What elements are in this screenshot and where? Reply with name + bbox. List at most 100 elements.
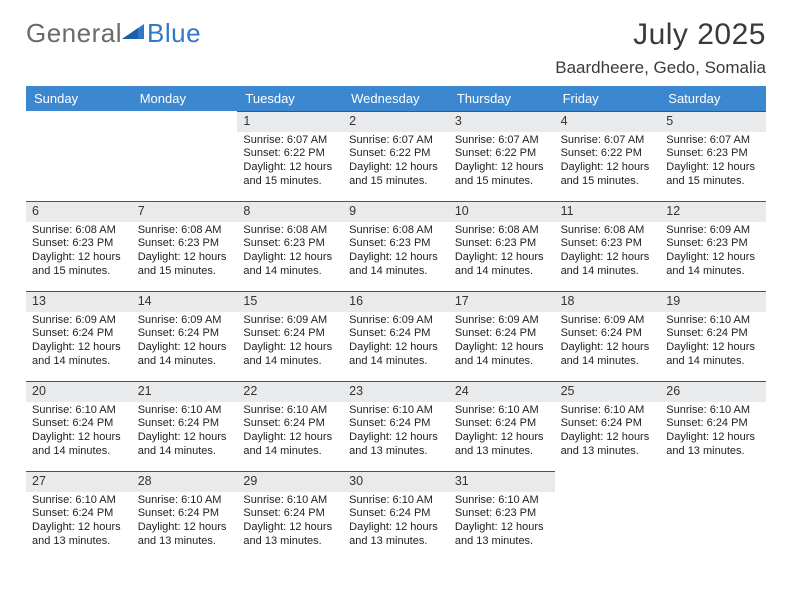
dow-thursday: Thursday [449, 86, 555, 111]
day-number: 24 [449, 382, 555, 402]
dow-friday: Friday [555, 86, 661, 111]
calendar-cell: 2Sunrise: 6:07 AMSunset: 6:22 PMDaylight… [343, 111, 449, 201]
sunset-line: Sunset: 6:23 PM [349, 237, 443, 251]
sunrise-line: Sunrise: 6:10 AM [561, 404, 655, 418]
calendar-cell: 4 Sunrise: 6:07 AMSunset: 6:22 PMDaylight… [555, 111, 661, 201]
calendar-cell: 8Sunrise: 6:08 AMSunset: 6:23 PMDaylight… [237, 201, 343, 291]
day-body: Sunrise: 6:09 AMSunset: 6:23 PMDaylight:… [660, 222, 766, 283]
day-body: Sunrise: 6:10 AMSunset: 6:23 PMDaylight:… [449, 492, 555, 553]
daylight-line: Daylight: 12 hours and 15 minutes. [32, 251, 126, 279]
logo-text-1: General [26, 18, 122, 49]
title-block: July 2025 Baardheere, Gedo, Somalia [555, 18, 766, 78]
dow-wednesday: Wednesday [343, 86, 449, 111]
daylight-line: Daylight: 12 hours and 14 minutes. [32, 431, 126, 459]
day-number: 28 [132, 472, 238, 492]
month-title: July 2025 [555, 18, 766, 52]
daylight-line: Daylight: 12 hours and 14 minutes. [666, 251, 760, 279]
calendar-cell: 1Sunrise: 6:07 AMSunset: 6:22 PMDaylight… [237, 111, 343, 201]
daylight-line: Daylight: 12 hours and 14 minutes. [561, 341, 655, 369]
daylight-line: Daylight: 12 hours and 13 minutes. [138, 521, 232, 549]
daylight-line: Daylight: 12 hours and 13 minutes. [32, 521, 126, 549]
daylight-line: Daylight: 12 hours and 13 minutes. [455, 521, 549, 549]
sunrise-line: Sunrise: 6:09 AM [561, 314, 655, 328]
sunset-line: Sunset: 6:23 PM [455, 237, 549, 251]
daylight-line: Daylight: 12 hours and 14 minutes. [243, 431, 337, 459]
calendar-cell: 10 Sunrise: 6:08 AMSunset: 6:23 PMDayligh… [449, 201, 555, 291]
day-number: 2 [343, 112, 449, 132]
sunrise-line: Sunrise: 6:09 AM [32, 314, 126, 328]
sunset-line: Sunset: 6:23 PM [666, 147, 760, 161]
calendar-cell: 7Sunrise: 6:08 AMSunset: 6:23 PMDaylight… [132, 201, 238, 291]
calendar-cell: 18Sunrise: 6:09 AMSunset: 6:24 PMDayligh… [555, 291, 661, 381]
day-body: Sunrise: 6:10 AMSunset: 6:24 PMDaylight:… [237, 492, 343, 553]
calendar-grid: 1Sunrise: 6:07 AMSunset: 6:22 PMDaylight… [26, 111, 766, 561]
calendar-cell: 26Sunrise: 6:10 AMSunset: 6:24 PMDayligh… [660, 381, 766, 471]
day-body: Sunrise: 6:10 AMSunset: 6:24 PMDaylight:… [26, 492, 132, 553]
day-number: 4 [555, 112, 661, 132]
day-number: 25 [555, 382, 661, 402]
daylight-line: Daylight: 12 hours and 15 minutes. [561, 161, 655, 189]
day-number: 5 [660, 112, 766, 132]
sunrise-line: Sunrise: 6:07 AM [666, 134, 760, 148]
logo: General Blue [26, 18, 201, 49]
sunset-line: Sunset: 6:24 PM [455, 417, 549, 431]
sunrise-line: Sunrise: 6:10 AM [349, 494, 443, 508]
sunset-line: Sunset: 6:22 PM [561, 147, 655, 161]
sunset-line: Sunset: 6:24 PM [243, 327, 337, 341]
day-number: 6 [26, 202, 132, 222]
day-number: 14 [132, 292, 238, 312]
calendar-cell: 14Sunrise: 6:09 AMSunset: 6:24 PMDayligh… [132, 291, 238, 381]
calendar-cell: 27Sunrise: 6:10 AMSunset: 6:24 PMDayligh… [26, 471, 132, 561]
daylight-line: Daylight: 12 hours and 14 minutes. [349, 341, 443, 369]
sunrise-line: Sunrise: 6:08 AM [455, 224, 549, 238]
day-body: Sunrise: 6:09 AMSunset: 6:24 PMDaylight:… [343, 312, 449, 373]
calendar-page: General Blue July 2025 Baardheere, Gedo,… [0, 0, 792, 612]
day-number: 15 [237, 292, 343, 312]
daylight-line: Daylight: 12 hours and 14 minutes. [455, 251, 549, 279]
day-number: 19 [660, 292, 766, 312]
day-number: 18 [555, 292, 661, 312]
sunrise-line: Sunrise: 6:09 AM [138, 314, 232, 328]
day-body: Sunrise: 6:07 AMSunset: 6:22 PMDaylight:… [343, 132, 449, 193]
dow-tuesday: Tuesday [237, 86, 343, 111]
sunrise-line: Sunrise: 6:09 AM [455, 314, 549, 328]
calendar-cell: 6Sunrise: 6:08 AMSunset: 6:23 PMDaylight… [26, 201, 132, 291]
sunrise-line: Sunrise: 6:07 AM [561, 134, 655, 148]
daylight-line: Daylight: 12 hours and 14 minutes. [561, 251, 655, 279]
location: Baardheere, Gedo, Somalia [555, 58, 766, 78]
sunset-line: Sunset: 6:24 PM [32, 417, 126, 431]
calendar-cell: 29Sunrise: 6:10 AMSunset: 6:24 PMDayligh… [237, 471, 343, 561]
sunset-line: Sunset: 6:24 PM [138, 417, 232, 431]
day-number: 23 [343, 382, 449, 402]
calendar-cell: 25Sunrise: 6:10 AMSunset: 6:24 PMDayligh… [555, 381, 661, 471]
day-body: Sunrise: 6:09 AMSunset: 6:24 PMDaylight:… [555, 312, 661, 373]
sunset-line: Sunset: 6:24 PM [138, 507, 232, 521]
day-body: Sunrise: 6:08 AMSunset: 6:23 PMDaylight:… [237, 222, 343, 283]
day-number: 22 [237, 382, 343, 402]
calendar-cell: 12Sunrise: 6:09 AMSunset: 6:23 PMDayligh… [660, 201, 766, 291]
day-number: 10 [449, 202, 555, 222]
sunset-line: Sunset: 6:22 PM [243, 147, 337, 161]
calendar-cell: 15Sunrise: 6:09 AMSunset: 6:24 PMDayligh… [237, 291, 343, 381]
calendar-cell: 19Sunrise: 6:10 AMSunset: 6:24 PMDayligh… [660, 291, 766, 381]
calendar-cell: 23Sunrise: 6:10 AMSunset: 6:24 PMDayligh… [343, 381, 449, 471]
sunrise-line: Sunrise: 6:10 AM [138, 494, 232, 508]
sunset-line: Sunset: 6:23 PM [138, 237, 232, 251]
day-number: 8 [237, 202, 343, 222]
sunset-line: Sunset: 6:24 PM [349, 507, 443, 521]
calendar-cell-empty [132, 111, 238, 201]
sunrise-line: Sunrise: 6:09 AM [243, 314, 337, 328]
day-body: Sunrise: 6:10 AMSunset: 6:24 PMDaylight:… [449, 402, 555, 463]
day-body: Sunrise: 6:10 AMSunset: 6:24 PMDaylight:… [660, 402, 766, 463]
day-body: Sunrise: 6:10 AMSunset: 6:24 PMDaylight:… [660, 312, 766, 373]
daylight-line: Daylight: 12 hours and 14 minutes. [349, 251, 443, 279]
calendar-cell: 11Sunrise: 6:08 AMSunset: 6:23 PMDayligh… [555, 201, 661, 291]
sunrise-line: Sunrise: 6:07 AM [455, 134, 549, 148]
daylight-line: Daylight: 12 hours and 13 minutes. [349, 431, 443, 459]
day-body: Sunrise: 6:10 AMSunset: 6:24 PMDaylight:… [237, 402, 343, 463]
calendar-cell: 13Sunrise: 6:09 AMSunset: 6:24 PMDayligh… [26, 291, 132, 381]
day-number: 7 [132, 202, 238, 222]
sunrise-line: Sunrise: 6:08 AM [138, 224, 232, 238]
sunrise-line: Sunrise: 6:07 AM [243, 134, 337, 148]
sunrise-line: Sunrise: 6:10 AM [138, 404, 232, 418]
